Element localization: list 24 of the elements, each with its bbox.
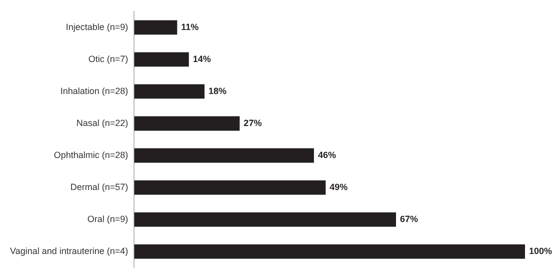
data-label: 46%	[318, 150, 336, 160]
data-label: 11%	[181, 22, 199, 32]
data-label: 100%	[529, 246, 552, 256]
bar	[134, 244, 525, 259]
bar	[134, 212, 396, 227]
y-tick-label: Vaginal and intrauterine (n=4)	[10, 246, 128, 256]
bar	[134, 116, 240, 131]
y-tick-label: Oral (n=9)	[87, 214, 128, 224]
bar	[134, 148, 314, 163]
bar	[134, 52, 189, 67]
data-label: 49%	[330, 182, 348, 192]
bar	[134, 84, 205, 99]
data-label: 14%	[192, 54, 211, 64]
y-tick-label: Inhalation (n=28)	[60, 86, 128, 96]
y-tick-label: Nasal (n=22)	[76, 118, 128, 128]
y-tick-label: Injectable (n=9)	[66, 22, 128, 32]
y-tick-label: Dermal (n=57)	[70, 182, 128, 192]
bar	[134, 180, 326, 195]
y-tick-label: Ophthalmic (n=28)	[54, 150, 128, 160]
data-label: 67%	[400, 214, 418, 224]
bar	[134, 20, 178, 35]
y-tick-label: Otic (n=7)	[88, 54, 128, 64]
data-label: 18%	[208, 86, 227, 96]
data-label: 27%	[244, 118, 262, 128]
